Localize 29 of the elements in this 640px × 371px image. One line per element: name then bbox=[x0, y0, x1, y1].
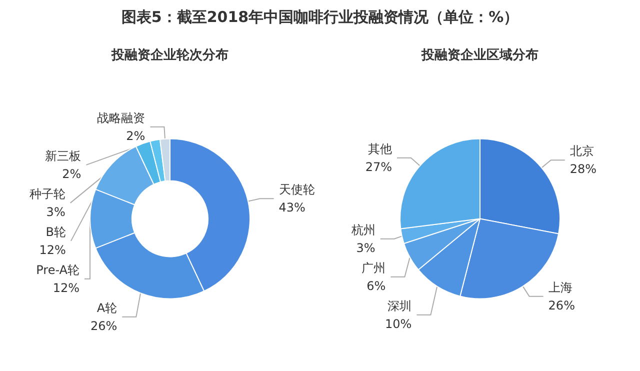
data-label: 26% bbox=[548, 298, 575, 312]
data-label: 12% bbox=[52, 280, 80, 295]
data-label: 27% bbox=[365, 160, 392, 174]
slice-label: A轮 bbox=[96, 300, 118, 315]
chart-subtitle: 投融资企业轮次分布 bbox=[110, 48, 228, 63]
slice-label: 北京 bbox=[570, 144, 594, 158]
slice-label: 深圳 bbox=[388, 298, 412, 313]
data-label: 2% bbox=[62, 166, 82, 181]
slice-label: 战略融资 bbox=[97, 110, 146, 125]
data-label: 26% bbox=[90, 318, 118, 333]
data-label: 10% bbox=[385, 316, 412, 331]
slice-label: 杭州 bbox=[350, 222, 376, 237]
data-label: 3% bbox=[46, 204, 66, 219]
slice-label: 广州 bbox=[362, 260, 386, 275]
slice-label: 其他 bbox=[368, 142, 392, 156]
data-label: 28% bbox=[570, 162, 597, 176]
chart-title: 图表5：截至2018年中国咖啡行业投融资情况（单位：%） bbox=[120, 8, 520, 27]
slice-label: 新三板 bbox=[45, 148, 82, 163]
data-label: 3% bbox=[356, 240, 376, 255]
slice-label: 天使轮 bbox=[278, 182, 315, 197]
data-label: 43% bbox=[278, 200, 306, 215]
chart-title: 投融资企业区域分布 bbox=[420, 48, 538, 63]
slice-label: 种子轮 bbox=[29, 186, 66, 201]
data-label: 6% bbox=[366, 278, 386, 293]
slice-label: 上海 bbox=[548, 280, 572, 294]
data-label: 12% bbox=[39, 242, 66, 257]
slice-label: Pre-A轮 bbox=[36, 262, 80, 277]
slice-label: B轮 bbox=[46, 224, 66, 239]
data-label: 2% bbox=[126, 128, 146, 143]
